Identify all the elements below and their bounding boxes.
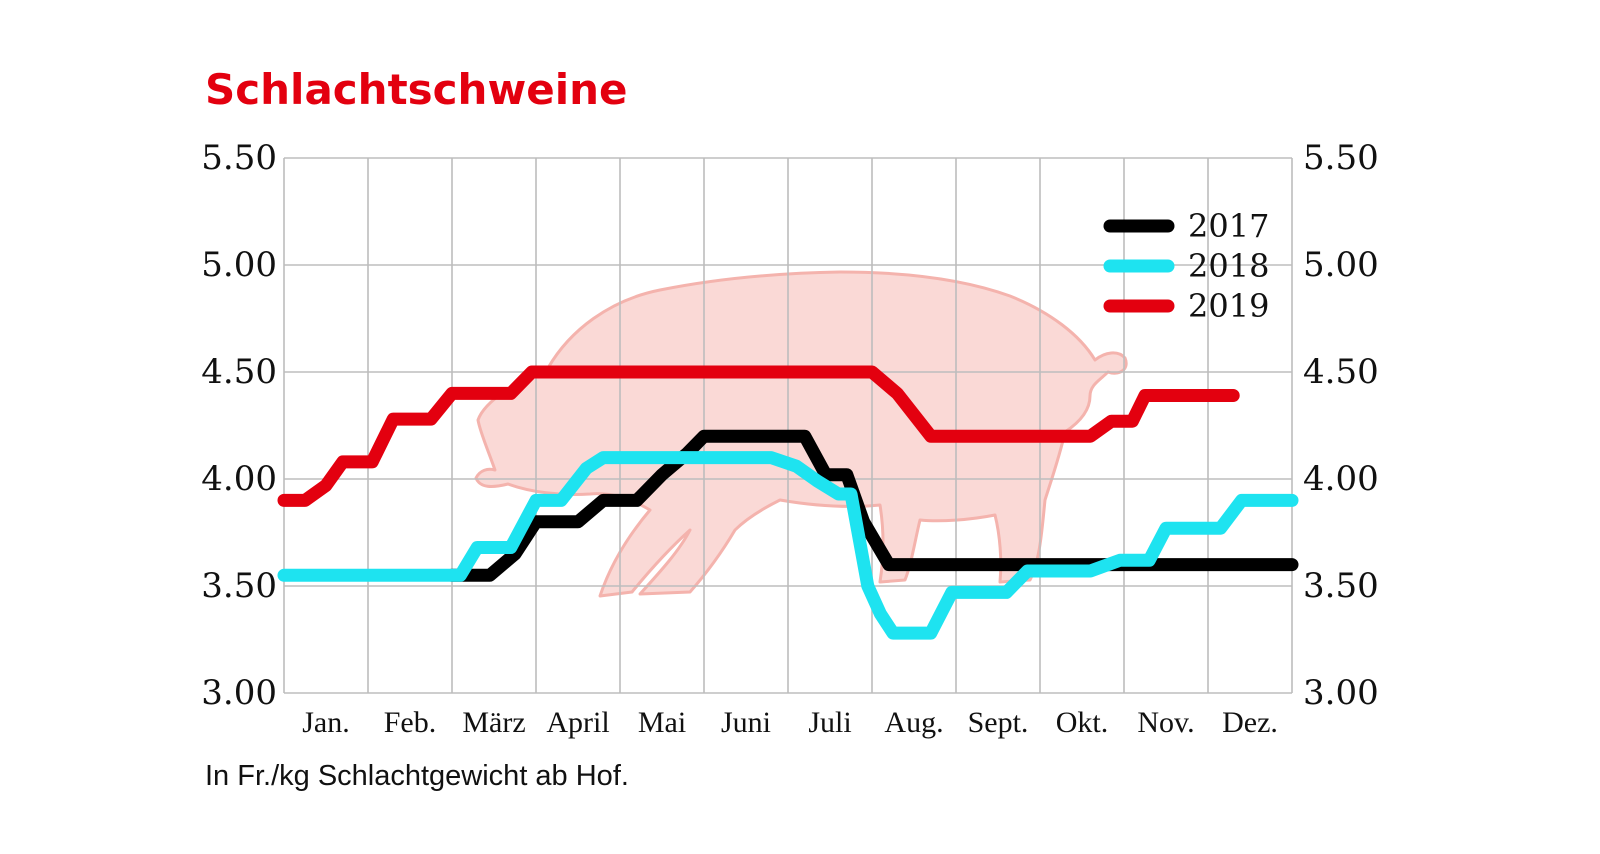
chart-grid	[283, 157, 1293, 694]
y-tick-label-right: 5.50	[1303, 138, 1379, 178]
x-tick-label: Dez.	[1222, 706, 1278, 739]
y-tick-label-left: 3.50	[201, 566, 277, 606]
y-tick-label-right: 3.50	[1303, 566, 1379, 606]
y-tick-label-right: 3.00	[1303, 673, 1379, 713]
chart-title: Schlachtschweine	[205, 65, 628, 114]
x-tick-label: Feb.	[384, 706, 437, 739]
legend-label-2018: 2018	[1188, 247, 1269, 285]
x-tick-label: April	[546, 706, 609, 739]
y-tick-label-left: 4.50	[201, 352, 277, 392]
y-tick-label-left: 4.00	[201, 459, 277, 499]
x-tick-label: Okt.	[1056, 706, 1109, 739]
y-tick-label-right: 4.00	[1303, 459, 1379, 499]
chart-footnote: In Fr./kg Schlachtgewicht ab Hof.	[205, 760, 629, 792]
x-tick-label: Juli	[808, 706, 851, 739]
series-line-2018	[277, 451, 1299, 640]
y-tick-label-left: 5.00	[201, 245, 277, 285]
x-axis: Jan. Feb. März April Mai Juni Juli Aug. Sept. Okt…	[302, 706, 1278, 739]
series-line-2019	[277, 365, 1240, 507]
x-tick-label: Nov.	[1137, 706, 1194, 739]
x-tick-label: Aug.	[884, 706, 943, 739]
y-tick-label-right: 4.50	[1303, 352, 1379, 392]
y-axis-right: 5.50 5.00 4.50 4.00 3.50 3.00	[1303, 138, 1379, 713]
legend-label-2017: 2017	[1188, 207, 1269, 245]
y-tick-label-left: 5.50	[201, 138, 277, 178]
x-tick-label: März	[462, 706, 525, 739]
x-tick-label: Mai	[638, 706, 686, 739]
y-axis-left: 5.50 5.00 4.50 4.00 3.50 3.00	[201, 138, 277, 713]
series-group	[277, 365, 1299, 640]
y-tick-label-left: 3.00	[201, 673, 277, 713]
x-tick-label: Juni	[721, 706, 771, 739]
legend-label-2019: 2019	[1188, 287, 1269, 325]
y-tick-label-right: 5.00	[1303, 245, 1379, 285]
x-tick-label: Sept.	[968, 706, 1029, 739]
x-tick-label: Jan.	[302, 706, 350, 739]
